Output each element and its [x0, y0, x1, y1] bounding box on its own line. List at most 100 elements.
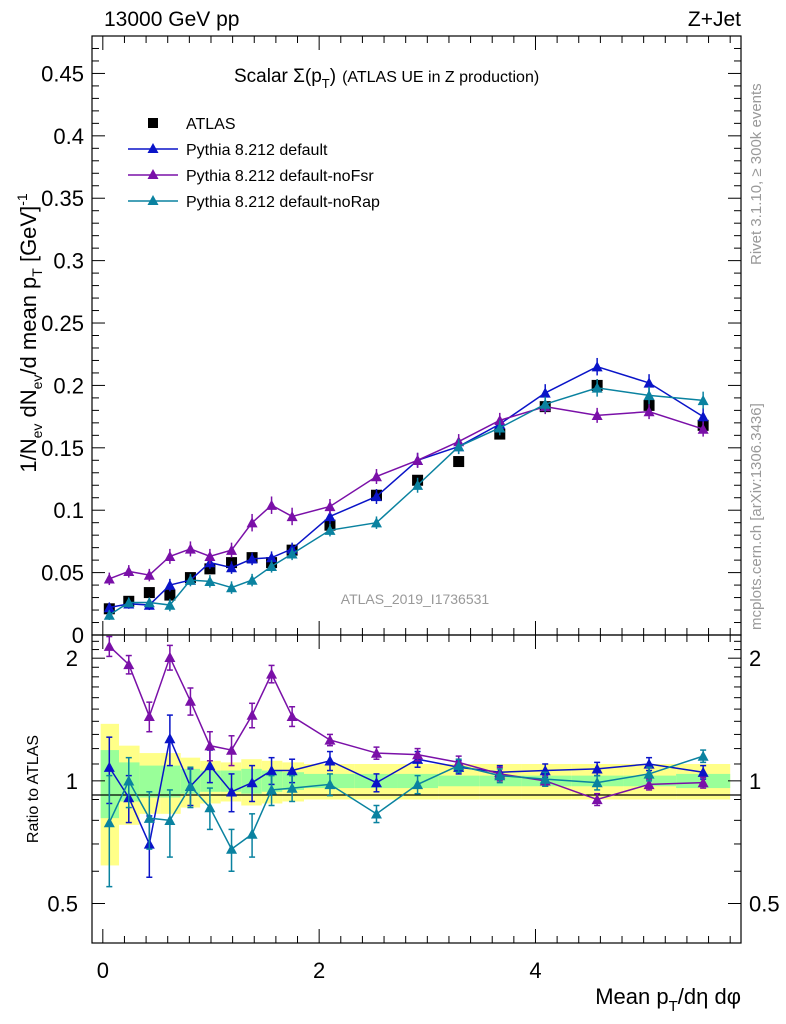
ratio-point-pythia-8-212-default-nofsr: [103, 640, 115, 651]
ratio-point-pythia-8-212-default-norap: [184, 780, 196, 791]
main-point-pythia-8-212-default-nofsr: [143, 569, 155, 580]
main-point-pythia-8-212-default-norap: [103, 609, 115, 620]
ratio-x-ticks: [102, 635, 731, 943]
main-line-pythia-8-212-default: [109, 365, 704, 609]
ratio-point-pythia-8-212-default-norap: [164, 814, 176, 826]
main-point-pythia-8-212-default-nofsr: [697, 423, 709, 434]
ratio-point-pythia-8-212-default-nofsr: [123, 658, 135, 670]
ratio-point-pythia-8-212-default-nofsr: [164, 651, 176, 662]
ratio-point-pythia-8-212-default: [370, 777, 382, 788]
ratio-point-pythia-8-212-default: [266, 765, 278, 776]
legend-marker-default: [147, 143, 159, 153]
ratio-point-pythia-8-212-default: [643, 758, 655, 769]
legend-entry-atlas: ATLAS: [148, 116, 236, 133]
main-point-pythia-8-212-default-nofsr: [226, 544, 238, 555]
main-y-axis-label: 1/Nev dNev/d mean pT [GeV]-1: [14, 193, 45, 473]
ratio-point-pythia-8-212-default-norap: [697, 750, 709, 761]
main-point-pythia-8-212-default-norap: [184, 574, 196, 585]
ratio-point-pythia-8-212-default: [164, 733, 176, 744]
main-point-pythia-8-212-default: [370, 490, 382, 502]
main-point-pythia-8-212-default-nofsr: [494, 414, 506, 426]
ratio-point-pythia-8-212-default: [246, 777, 258, 788]
ratio-point-pythia-8-212-default: [324, 755, 336, 766]
ratio-point-pythia-8-212-default-norap: [412, 778, 424, 790]
ratio-band-inner: [282, 772, 305, 790]
ratio-point-pythia-8-212-default: [103, 761, 115, 772]
legend-marker-atlas: [148, 118, 158, 128]
main-point-pythia-8-212-default-nofsr: [103, 573, 115, 584]
main-point-pythia-8-212-default-nofsr: [591, 409, 603, 421]
main-point-pythia-8-212-default-norap: [643, 389, 655, 401]
main-point-pythia-8-212-default-nofsr: [164, 550, 176, 562]
legend-label-norap: Pythia 8.212 default-noRap: [186, 194, 380, 211]
main-point-pythia-8-212-default-nofsr: [204, 550, 216, 562]
main-point-pythia-8-212-default-norap: [246, 574, 258, 585]
ratio-point-pythia-8-212-default-nofsr: [591, 793, 603, 805]
main-point-pythia-8-212-default-norap: [143, 597, 155, 608]
ratio-point-pythia-8-212-default-nofsr: [643, 778, 655, 790]
main-point-pythia-8-212-default: [164, 579, 176, 590]
main-point-pythia-8-212-default: [324, 510, 336, 522]
ratio-point-pythia-8-212-default: [697, 766, 709, 777]
ratio-point-pythia-8-212-default-norap: [123, 775, 135, 786]
process-label: Z+Jet: [688, 8, 741, 31]
main-y-tick-label: 0: [72, 623, 84, 648]
main-point-pythia-8-212-default-nofsr: [123, 565, 135, 577]
ratio-plot-frame: [91, 634, 742, 944]
main-point-pythia-8-212-default-norap: [697, 394, 709, 406]
main-y-tick-label: 0.15: [41, 436, 84, 461]
main-y-tick-label: 0.35: [41, 186, 84, 211]
ratio-point-pythia-8-212-default-nofsr: [226, 744, 238, 755]
legend-entry-default: Pythia 8.212 default: [128, 142, 328, 159]
ratio-point-pythia-8-212-default-norap: [370, 808, 382, 819]
x-tick-label: 0: [97, 958, 109, 983]
ratio-y-tick-labels: 0.5 0.5 1 1 2 2: [47, 646, 779, 916]
main-point-pythia-8-212-default-nofsr: [266, 499, 278, 510]
ratio-point-pythia-8-212-default-norap: [103, 817, 115, 828]
ratio-point-pythia-8-212-default-nofsr: [246, 709, 258, 720]
main-y-tick-label: 0.25: [41, 311, 84, 336]
main-point-pythia-8-212-default: [591, 361, 603, 372]
ratio-point-pythia-8-212-default-norap: [286, 782, 298, 793]
main-y-tick-label: 0.45: [41, 61, 84, 86]
main-point-atlas: [453, 456, 465, 468]
ratio-point-pythia-8-212-default-nofsr: [143, 710, 155, 721]
main-point-pythia-8-212-default-norap: [266, 560, 278, 572]
ratio-point-pythia-8-212-default-norap: [324, 778, 336, 790]
main-x-ticks: [102, 36, 731, 635]
legend-entry-norap: Pythia 8.212 default-noRap: [128, 194, 380, 211]
ratio-point-pythia-8-212-default-norap: [204, 802, 216, 813]
main-line-pythia-8-212-default-nofsr: [109, 405, 704, 580]
ratio-y-tick-label-right: 0.5: [749, 892, 780, 917]
main-point-pythia-8-212-default-nofsr: [643, 406, 655, 417]
ratio-point-pythia-8-212-default-nofsr: [412, 749, 424, 760]
legend-entry-nofsr: Pythia 8.212 default-noFsr: [128, 168, 374, 185]
ratio-y-ticks: [92, 640, 741, 905]
main-point-pythia-8-212-default-norap: [494, 422, 506, 433]
ratio-point-pythia-8-212-default-norap: [246, 828, 258, 839]
legend-label-nofsr: Pythia 8.212 default-noFsr: [186, 168, 374, 185]
legend-marker-norap: [147, 195, 159, 205]
main-point-pythia-8-212-default-nofsr: [246, 517, 258, 528]
ratio-point-pythia-8-212-default-nofsr: [204, 740, 216, 751]
ratio-point-pythia-8-212-default-norap: [226, 843, 238, 854]
ratio-y-tick-label: 2: [66, 646, 78, 671]
main-point-pythia-8-212-default: [539, 387, 551, 398]
main-point-atlas: [143, 587, 155, 599]
main-point-pythia-8-212-default: [643, 377, 655, 388]
ratio-point-pythia-8-212-default-norap: [539, 773, 551, 784]
main-point-pythia-8-212-default-nofsr: [324, 500, 336, 512]
main-point-pythia-8-212-default-norap: [324, 524, 336, 535]
ratio-point-pythia-8-212-default-nofsr: [324, 734, 336, 745]
ratio-y-tick-label: 1: [66, 769, 78, 794]
main-point-pythia-8-212-default: [226, 562, 238, 573]
main-point-pythia-8-212-default-norap: [164, 599, 176, 610]
ratio-x-tick-labels: 0 2 4: [97, 958, 542, 983]
ratio-point-pythia-8-212-default-norap: [643, 768, 655, 779]
ratio-point-pythia-8-212-default: [286, 765, 298, 776]
main-point-pythia-8-212-default-nofsr: [412, 454, 424, 465]
ratio-point-pythia-8-212-default-nofsr: [184, 695, 196, 706]
ratio-point-pythia-8-212-default-norap: [494, 770, 506, 781]
ratio-point-pythia-8-212-default-norap: [591, 777, 603, 788]
ratio-band-inner: [139, 765, 161, 798]
